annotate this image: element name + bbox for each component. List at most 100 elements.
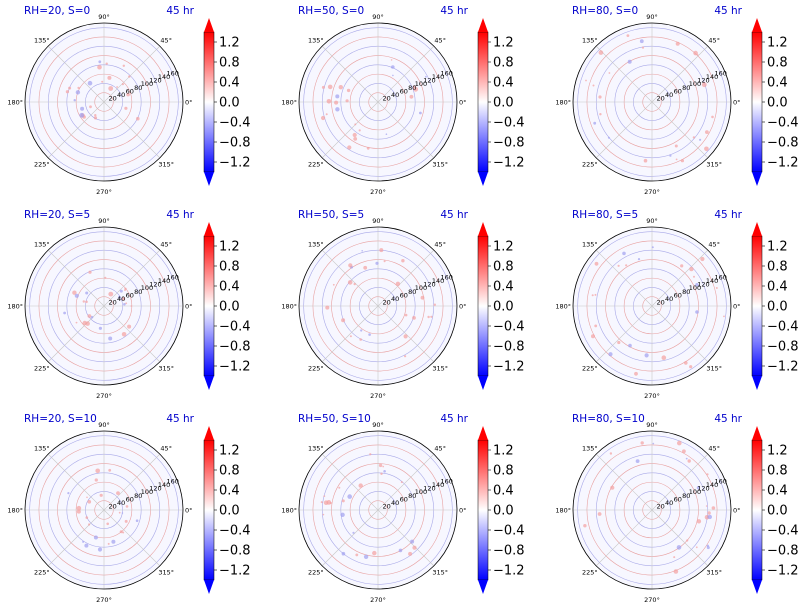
angle-tick-label: 180° [7,507,23,515]
angle-tick-label: 315° [432,569,448,577]
radial-tick-label: 20 [656,298,664,306]
colorbar-tick-label: −0.4 [767,320,799,335]
anomaly-speck [652,442,655,445]
radial-tick-label: 140 [706,73,718,81]
radial-tick-label: 140 [158,481,170,489]
angle-tick-label: 225° [308,365,324,373]
anomaly-speck [119,530,123,534]
radial-tick-label: 140 [432,73,444,81]
anomaly-speck [360,329,363,332]
anomaly-speck [85,291,89,295]
anomaly-speck [86,496,88,499]
radial-tick-label: 160 [714,70,726,78]
colorbar-gradient [477,235,489,377]
colorbar-tick-label: 0.8 [219,56,240,71]
colorbar-tick-label: 0.0 [219,504,240,519]
anomaly-speck [598,95,602,99]
colorbar-tick-label: 0.4 [219,484,240,499]
colorbar-tick-label: 1.2 [767,36,788,51]
anomaly-speck [363,554,369,559]
anomaly-speck [126,92,130,97]
anomaly-speck [122,64,126,68]
anomaly-speck [635,459,640,463]
colorbar-tick-label: −0.8 [493,136,525,151]
anomaly-speck [637,258,641,261]
angle-tick-label: 135° [34,36,50,44]
angle-tick-label: 90° [646,421,658,429]
anomaly-speck [395,281,401,286]
colorbar-gradient [751,31,763,173]
anomaly-speck [599,113,602,116]
radial-tick-label: 140 [706,277,718,285]
angular-gridline [595,249,653,307]
angle-tick-label: 315° [158,569,174,577]
anomaly-speck [322,513,325,516]
anomaly-speck [85,516,89,519]
colorbar: 1.2 0.8 0.4 0.0 −0.4 −0.8 −1.2 [203,18,251,186]
panel-title: RH=50, S=0 [298,5,364,17]
anomaly-speck [585,79,587,82]
angle-tick-label: 135° [308,444,324,452]
colorbar-extend-top [478,426,488,440]
anomaly-speck [341,499,345,503]
anomaly-speck [87,314,92,318]
anomaly-speck [90,315,94,319]
colorbar-tick-label: −0.8 [493,544,525,559]
angle-tick-label: 0° [733,507,740,515]
angle-tick-label: 180° [7,303,23,311]
radial-tick-label: 40 [665,91,673,99]
radial-tick-label: 120 [423,281,435,289]
angle-tick-label: 45° [160,240,172,248]
colorbar-extend-top [752,18,762,32]
anomaly-speck [644,353,649,358]
radial-tick-label: 60 [674,495,682,503]
panel-time-label: 45 hr [166,209,194,221]
anomaly-speck [704,146,709,152]
angular-gridline [321,101,379,159]
angle-tick-label: 45° [434,444,446,452]
anomaly-speck [347,145,352,150]
angle-tick-label: 0° [733,303,740,311]
anomaly-speck [93,535,98,540]
anomaly-speck [68,86,72,90]
panel-title: RH=50, S=10 [298,413,371,425]
anomaly-speck [622,251,626,256]
radial-tick-label: 60 [400,87,408,95]
anomaly-speck [116,86,118,88]
anomaly-speck [334,100,339,105]
anomaly-speck [335,94,340,99]
anomaly-speck [321,85,325,89]
radial-tick-label: 120 [149,77,161,85]
colorbar-tick-label: 0.0 [493,300,514,315]
radial-tick-label: 40 [391,295,399,303]
colorbar-tick-label: 0.4 [767,76,788,91]
angular-gridline [377,249,435,307]
colorbar-tick-label: −1.2 [493,156,525,171]
anomaly-speck [412,545,417,550]
anomaly-speck [76,505,82,511]
radial-tick-label: 80 [408,492,416,500]
anomaly-speck [684,361,688,365]
anomaly-speck [105,62,108,65]
panel-title: RH=50, S=5 [298,209,364,221]
anomaly-speck [608,72,611,74]
anomaly-speck [699,138,702,141]
angle-tick-label: 180° [281,507,297,515]
anomaly-speck [695,546,698,549]
colorbar-extend-top [752,222,762,236]
angle-tick-label: 270° [370,392,386,400]
anomaly-speck [383,260,386,263]
anomaly-speck [401,259,405,263]
anomaly-speck [111,539,116,544]
anomaly-speck [597,512,602,516]
angular-gridline [651,249,709,307]
angle-tick-label: 315° [706,569,722,577]
anomaly-speck [118,296,121,299]
colorbar-tick-label: −0.4 [767,524,799,539]
radial-tick-label: 20 [382,94,390,102]
colorbar-tick-label: −0.8 [767,544,799,559]
angle-tick-label: 270° [96,596,112,604]
anomaly-speck [121,297,126,301]
angular-gridline [47,249,105,307]
